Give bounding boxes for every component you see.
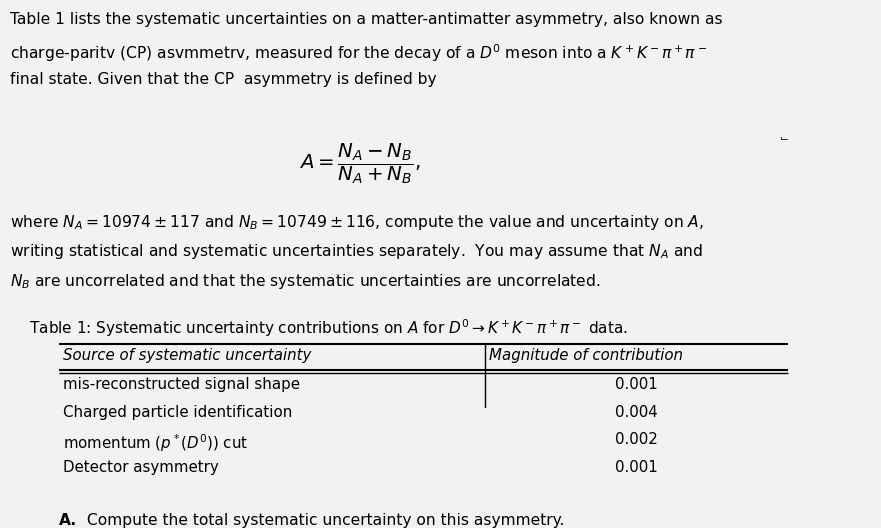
Text: $N_B$ are uncorrelated and that the systematic uncertainties are uncorrelated.: $N_B$ are uncorrelated and that the syst… [10,272,601,291]
Text: Compute the total systematic uncertainty on this asymmetry.: Compute the total systematic uncertainty… [82,513,564,528]
Text: Table 1 lists the systematic uncertainties on a matter-antimatter asymmetry, als: Table 1 lists the systematic uncertainti… [10,12,722,27]
Text: Detector asymmetry: Detector asymmetry [63,459,219,475]
Text: momentum ($p^*(D^0)$) cut: momentum ($p^*(D^0)$) cut [63,432,248,454]
Text: 0.004: 0.004 [615,405,658,420]
Text: charge-paritv (CP) asvmmetrv, measured for the decay of a $D^0$ meson into a $K^: charge-paritv (CP) asvmmetrv, measured f… [10,42,707,64]
Text: 0.001: 0.001 [615,378,658,392]
Text: Source of systematic uncertainty: Source of systematic uncertainty [63,348,312,363]
Text: where $N_A = 10974 \pm 117$ and $N_B = 10749 \pm 116$, compute the value and unc: where $N_A = 10974 \pm 117$ and $N_B = 1… [10,213,704,232]
Text: final state. Given that the CP  asymmetry is defined by: final state. Given that the CP asymmetry… [10,72,437,87]
Text: 0.001: 0.001 [615,459,658,475]
Text: $A = \dfrac{N_A - N_B}{N_A + N_B},$: $A = \dfrac{N_A - N_B}{N_A + N_B},$ [300,141,421,186]
Text: Magnitude of contribution: Magnitude of contribution [489,348,683,363]
Text: writing statistical and systematic uncertainties separately.  You may assume tha: writing statistical and systematic uncer… [10,242,703,261]
Text: mis-reconstructed signal shape: mis-reconstructed signal shape [63,378,300,392]
Text: 0.002: 0.002 [615,432,658,447]
Text: $\neg$: $\neg$ [780,133,790,143]
Text: Charged particle identification: Charged particle identification [63,405,292,420]
Text: A.: A. [59,513,78,528]
Text: Table 1: Systematic uncertainty contributions on $A$ for $D^0 \to K^+K^-\pi^+\pi: Table 1: Systematic uncertainty contribu… [10,317,628,339]
